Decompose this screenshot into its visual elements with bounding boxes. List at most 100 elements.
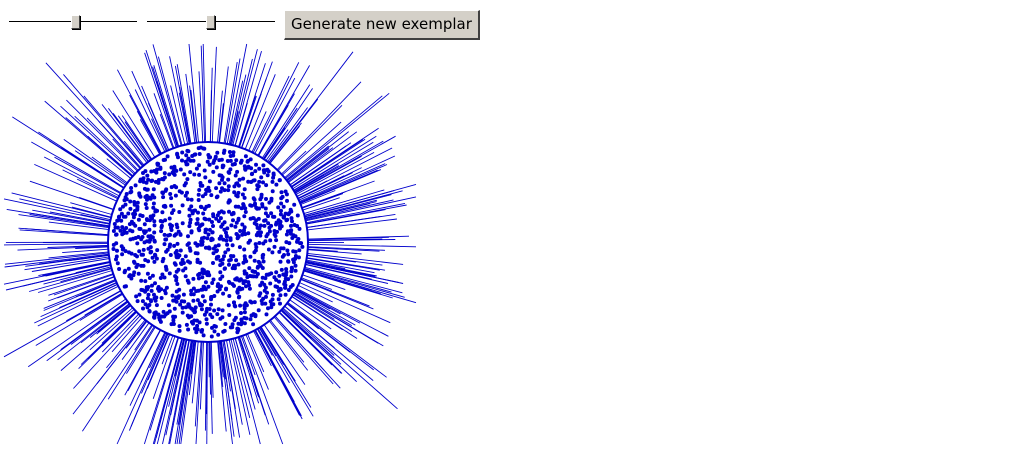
dot — [256, 308, 261, 313]
dot — [271, 171, 276, 176]
dot — [203, 287, 208, 292]
spike — [254, 330, 303, 420]
spike — [294, 140, 384, 193]
dot — [272, 232, 277, 237]
dot — [193, 305, 198, 310]
dot — [286, 288, 291, 292]
spike — [3, 290, 122, 358]
dot — [146, 246, 151, 251]
dot — [224, 287, 228, 292]
spike — [189, 85, 197, 143]
dot — [145, 296, 150, 301]
dot — [230, 243, 235, 248]
spike — [295, 289, 331, 310]
dot — [191, 286, 196, 291]
dot — [276, 297, 281, 302]
slider-2-thumb[interactable] — [206, 15, 215, 29]
spike — [112, 138, 141, 169]
dot — [247, 266, 252, 271]
dot — [201, 333, 206, 338]
spike — [176, 340, 194, 445]
generate-new-exemplar-button[interactable]: Generate new exemplar — [284, 10, 480, 40]
dot — [153, 281, 157, 286]
spike — [29, 180, 114, 211]
dot — [279, 190, 284, 195]
dot — [134, 294, 139, 299]
dot — [183, 181, 188, 186]
dot — [129, 186, 134, 190]
dot — [235, 289, 240, 294]
spike — [27, 298, 127, 368]
dot — [163, 218, 168, 223]
dot — [187, 224, 192, 229]
spike — [256, 328, 273, 356]
dot — [116, 215, 121, 219]
dot — [282, 282, 287, 286]
dot — [191, 292, 196, 297]
spike — [78, 311, 137, 370]
spike — [38, 131, 125, 188]
dot — [153, 208, 158, 213]
dot — [180, 257, 185, 262]
dot — [174, 299, 179, 304]
dot — [220, 261, 225, 266]
spike — [125, 122, 152, 160]
spike — [263, 88, 313, 160]
dot — [232, 300, 236, 305]
dot — [170, 293, 175, 298]
dot — [278, 212, 283, 217]
dot — [118, 207, 123, 212]
dot — [220, 308, 225, 313]
dot — [167, 172, 172, 177]
spike — [117, 115, 151, 161]
dot — [215, 248, 219, 253]
spike — [226, 340, 243, 425]
dot — [143, 279, 148, 284]
dot — [111, 229, 116, 233]
dot — [183, 193, 188, 198]
dot — [210, 281, 215, 285]
spike — [230, 111, 239, 145]
dot — [243, 301, 248, 306]
dot — [281, 204, 286, 209]
dot — [295, 213, 300, 218]
dot — [202, 312, 207, 317]
spike — [96, 305, 132, 335]
dot — [218, 270, 223, 275]
slider-1[interactable] — [9, 12, 137, 32]
dot — [189, 288, 194, 293]
spike — [96, 320, 147, 384]
spike — [156, 338, 185, 445]
dot — [182, 172, 187, 177]
dot — [209, 236, 214, 241]
spike — [91, 156, 128, 184]
dot — [189, 204, 194, 209]
dot — [258, 197, 263, 202]
dot — [188, 260, 192, 265]
dot — [252, 203, 257, 207]
slider-2[interactable] — [147, 12, 275, 32]
spike — [42, 261, 111, 277]
slider-1-thumb[interactable] — [70, 15, 80, 29]
dot — [231, 218, 235, 223]
dot — [169, 196, 174, 201]
dot — [291, 249, 296, 254]
dot — [119, 218, 124, 223]
dot — [197, 172, 202, 177]
dot — [283, 292, 288, 297]
dot — [120, 247, 125, 252]
dot — [159, 229, 164, 234]
dot — [158, 276, 163, 280]
spike — [306, 209, 386, 225]
dot — [200, 294, 205, 299]
spike — [296, 287, 389, 337]
spike — [106, 158, 132, 179]
spike — [258, 327, 277, 357]
spike — [281, 309, 342, 365]
dot — [278, 226, 282, 231]
spike — [288, 131, 358, 183]
dot — [132, 200, 137, 204]
dot — [166, 233, 171, 238]
spike — [307, 254, 383, 266]
dot — [187, 304, 192, 309]
